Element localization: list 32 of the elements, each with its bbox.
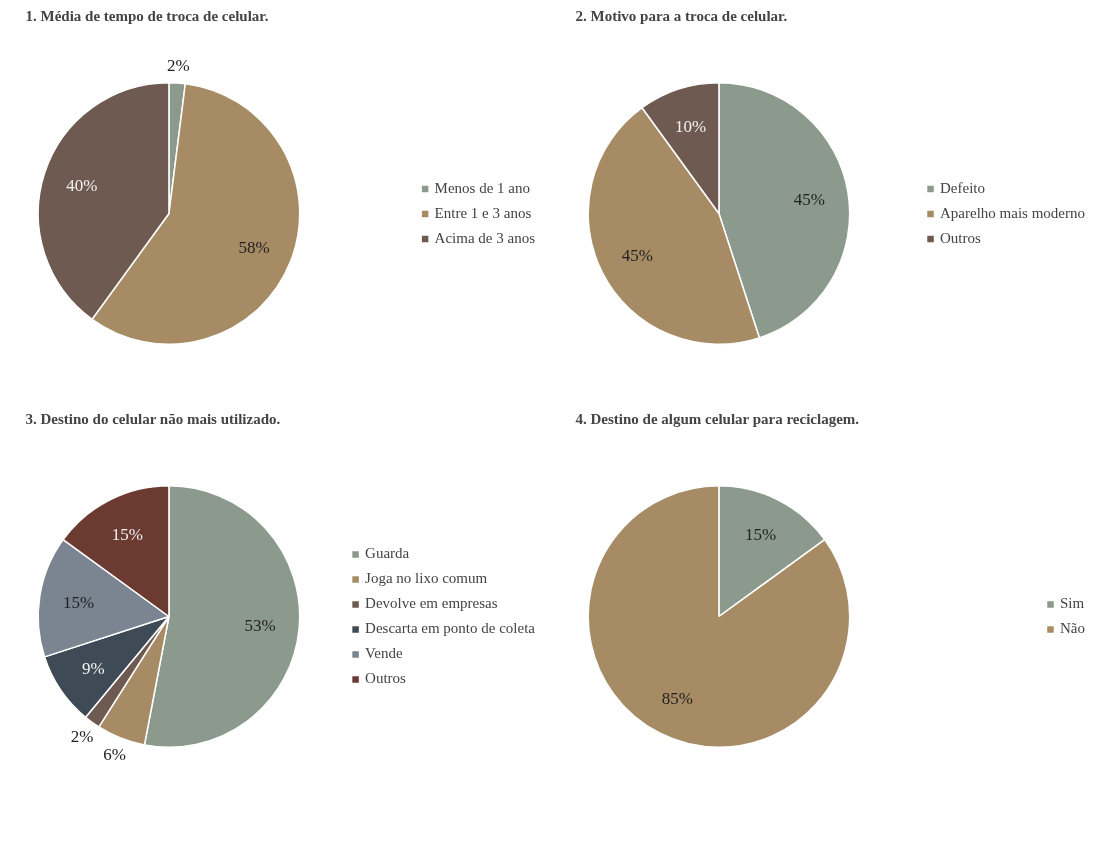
data-label: 2% — [70, 726, 94, 746]
chart-title: 3. Destino do celular não mais utilizado. — [25, 410, 281, 427]
data-label: 10% — [675, 116, 707, 136]
data-label: 15% — [111, 525, 143, 545]
data-label: 85% — [661, 688, 693, 708]
data-label: 45% — [621, 245, 653, 265]
legend-label: Descarta em ponto de coleta — [365, 620, 535, 637]
legend-label: Sim — [1060, 595, 1085, 612]
chart-title: 2. Motivo para a troca de celular. — [575, 7, 788, 24]
legend-label: Guarda — [365, 545, 410, 562]
data-label: 2% — [166, 56, 190, 76]
legend-label: Não — [1060, 620, 1085, 637]
data-label: 9% — [81, 658, 105, 678]
legend-label: Outros — [365, 670, 406, 687]
legend-label: Outros — [940, 229, 981, 247]
legend-label: Menos de 1 ano — [434, 179, 531, 197]
data-label: 15% — [62, 592, 95, 612]
data-label: 53% — [244, 615, 276, 635]
legend-label: Devolve em empresas — [365, 595, 498, 612]
legend-label: Vende — [365, 645, 403, 662]
legend-label: Joga no lixo comum — [365, 570, 488, 587]
chart-title: 4. Destino de algum celular para reciclagem. — [575, 410, 860, 427]
chart-title: 1. Média de tempo de troca de celular. — [25, 7, 269, 24]
data-label: 45% — [793, 189, 825, 209]
data-label: 6% — [103, 744, 126, 764]
data-label: 15% — [744, 525, 777, 545]
data-label: 40% — [66, 175, 98, 195]
legend-label: Entre 1 e 3 anos — [434, 204, 532, 222]
data-label: 58% — [238, 237, 270, 257]
legend-label: Acima de 3 anos — [434, 229, 535, 247]
legend-label: Aparelho mais moderno — [940, 204, 1085, 222]
legend-label: Defeito — [940, 179, 986, 197]
